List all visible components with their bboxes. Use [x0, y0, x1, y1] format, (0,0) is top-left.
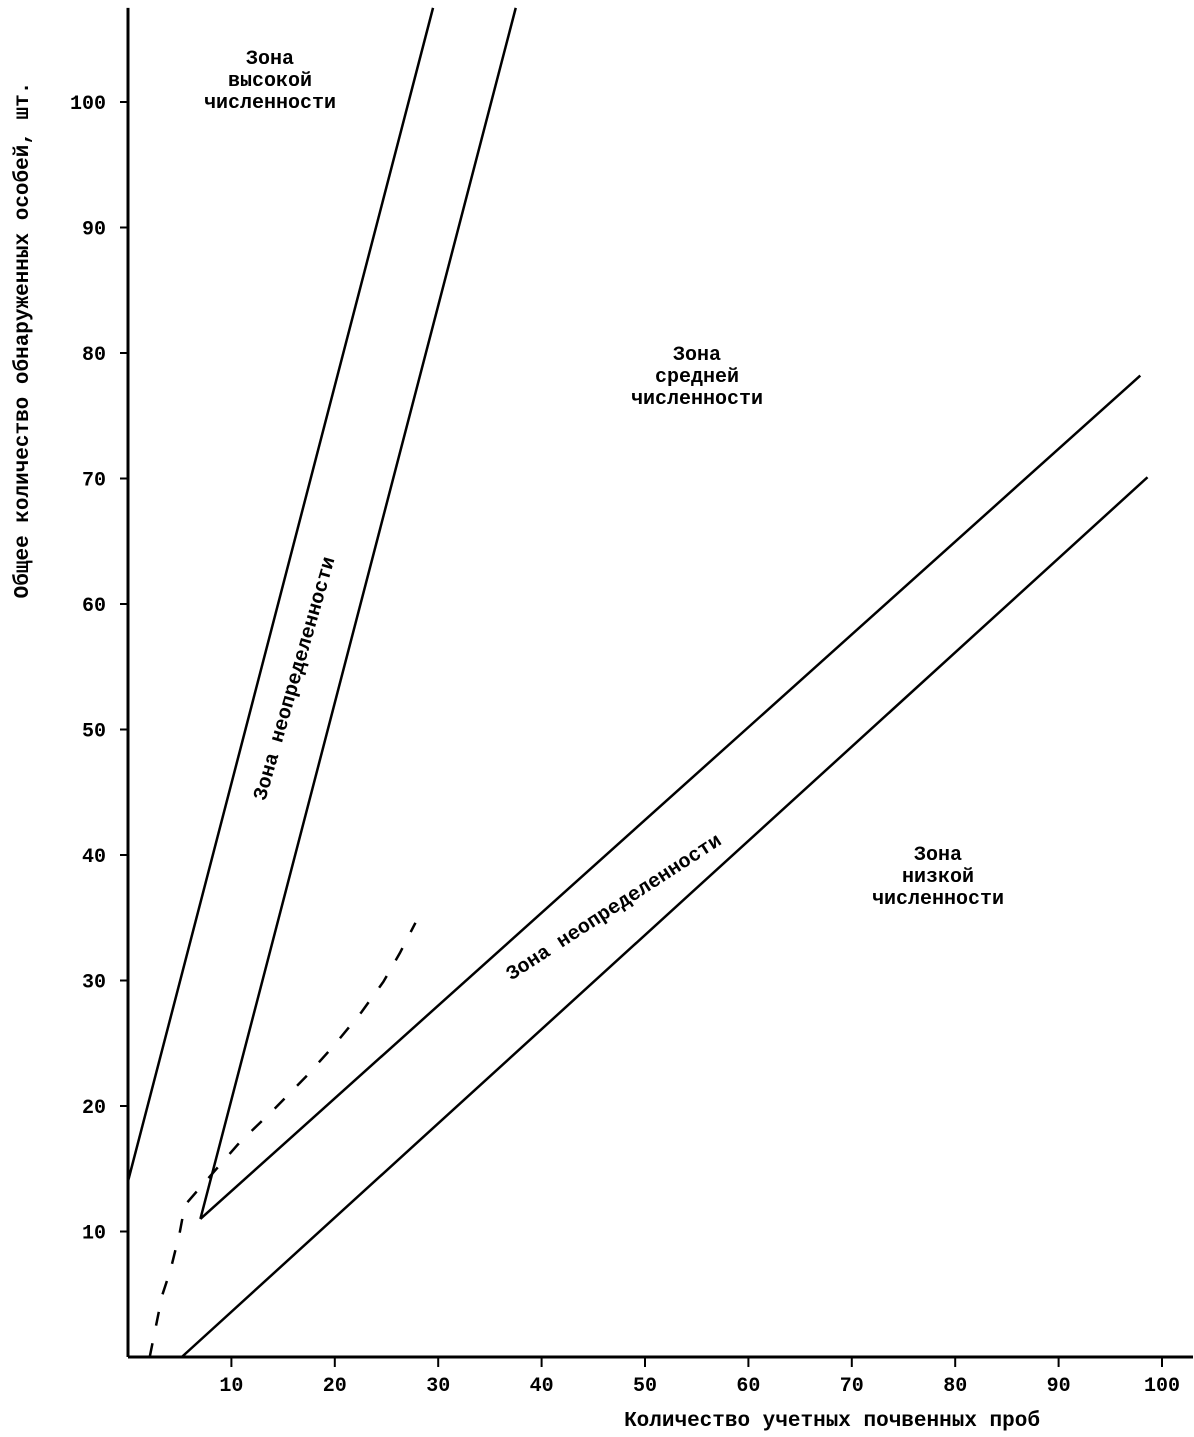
boundary-line-4 — [180, 476, 1149, 1358]
y-tick-label: 80 — [82, 344, 106, 367]
boundary-line-3 — [199, 374, 1142, 1220]
y-tick-label: 50 — [82, 721, 106, 744]
y-tick-label: 70 — [82, 470, 106, 493]
boundary-line-1 — [126, 7, 435, 1182]
x-axis-label: Количество учетных почвенных проб — [624, 1410, 1040, 1433]
zone-label-line: Зона — [914, 844, 962, 867]
x-tick-label: 100 — [1144, 1375, 1180, 1398]
zone-label: Зона неопределенности — [250, 554, 342, 803]
series-group — [126, 7, 1149, 1358]
zone-label-line: Зона неопределенности — [250, 554, 342, 803]
zone-label-line: численности — [631, 388, 763, 411]
x-tick-label: 20 — [323, 1375, 347, 1398]
zone-label: Зона низкой численности — [872, 844, 1004, 911]
x-tick-label: 90 — [1047, 1375, 1071, 1398]
x-tick-label: 30 — [426, 1375, 450, 1398]
y-tick-label: 100 — [70, 93, 106, 116]
boundary-line-2 — [199, 7, 517, 1220]
x-tick-label: 50 — [633, 1375, 657, 1398]
y-tick-label: 40 — [82, 846, 106, 869]
y-tick-label: 10 — [82, 1223, 106, 1246]
zone-label: Зона средней численности — [631, 344, 763, 411]
x-tick-label: 80 — [943, 1375, 967, 1398]
zone-label-line: численности — [872, 888, 1004, 911]
zone-label-line: Зона — [673, 344, 721, 367]
x-tick-label: 10 — [219, 1375, 243, 1398]
zone-label: Зона высокой численности — [204, 48, 336, 115]
axes: 10 20 30 40 50 60 70 80 90 100 10 20 30 40 50 60 70 80 90 1… — [70, 7, 1194, 1398]
y-tick-label: 20 — [82, 1097, 106, 1120]
zone-label-line: средней — [655, 366, 739, 389]
y-tick-label: 60 — [82, 595, 106, 618]
y-tick-label: 30 — [82, 972, 106, 995]
y-axis-label: Общее количество обнаруженных особей, шт… — [12, 82, 35, 599]
zone-label-line: высокой — [228, 70, 312, 93]
zone-label-line: Зона — [246, 48, 294, 71]
zone-label-line: численности — [204, 92, 336, 115]
x-tick-label: 70 — [840, 1375, 864, 1398]
y-tick-label: 90 — [82, 219, 106, 242]
dashed-curve — [148, 922, 417, 1358]
zone-label-line: низкой — [902, 866, 974, 889]
x-tick-label: 60 — [736, 1375, 760, 1398]
x-tick-label: 40 — [530, 1375, 554, 1398]
